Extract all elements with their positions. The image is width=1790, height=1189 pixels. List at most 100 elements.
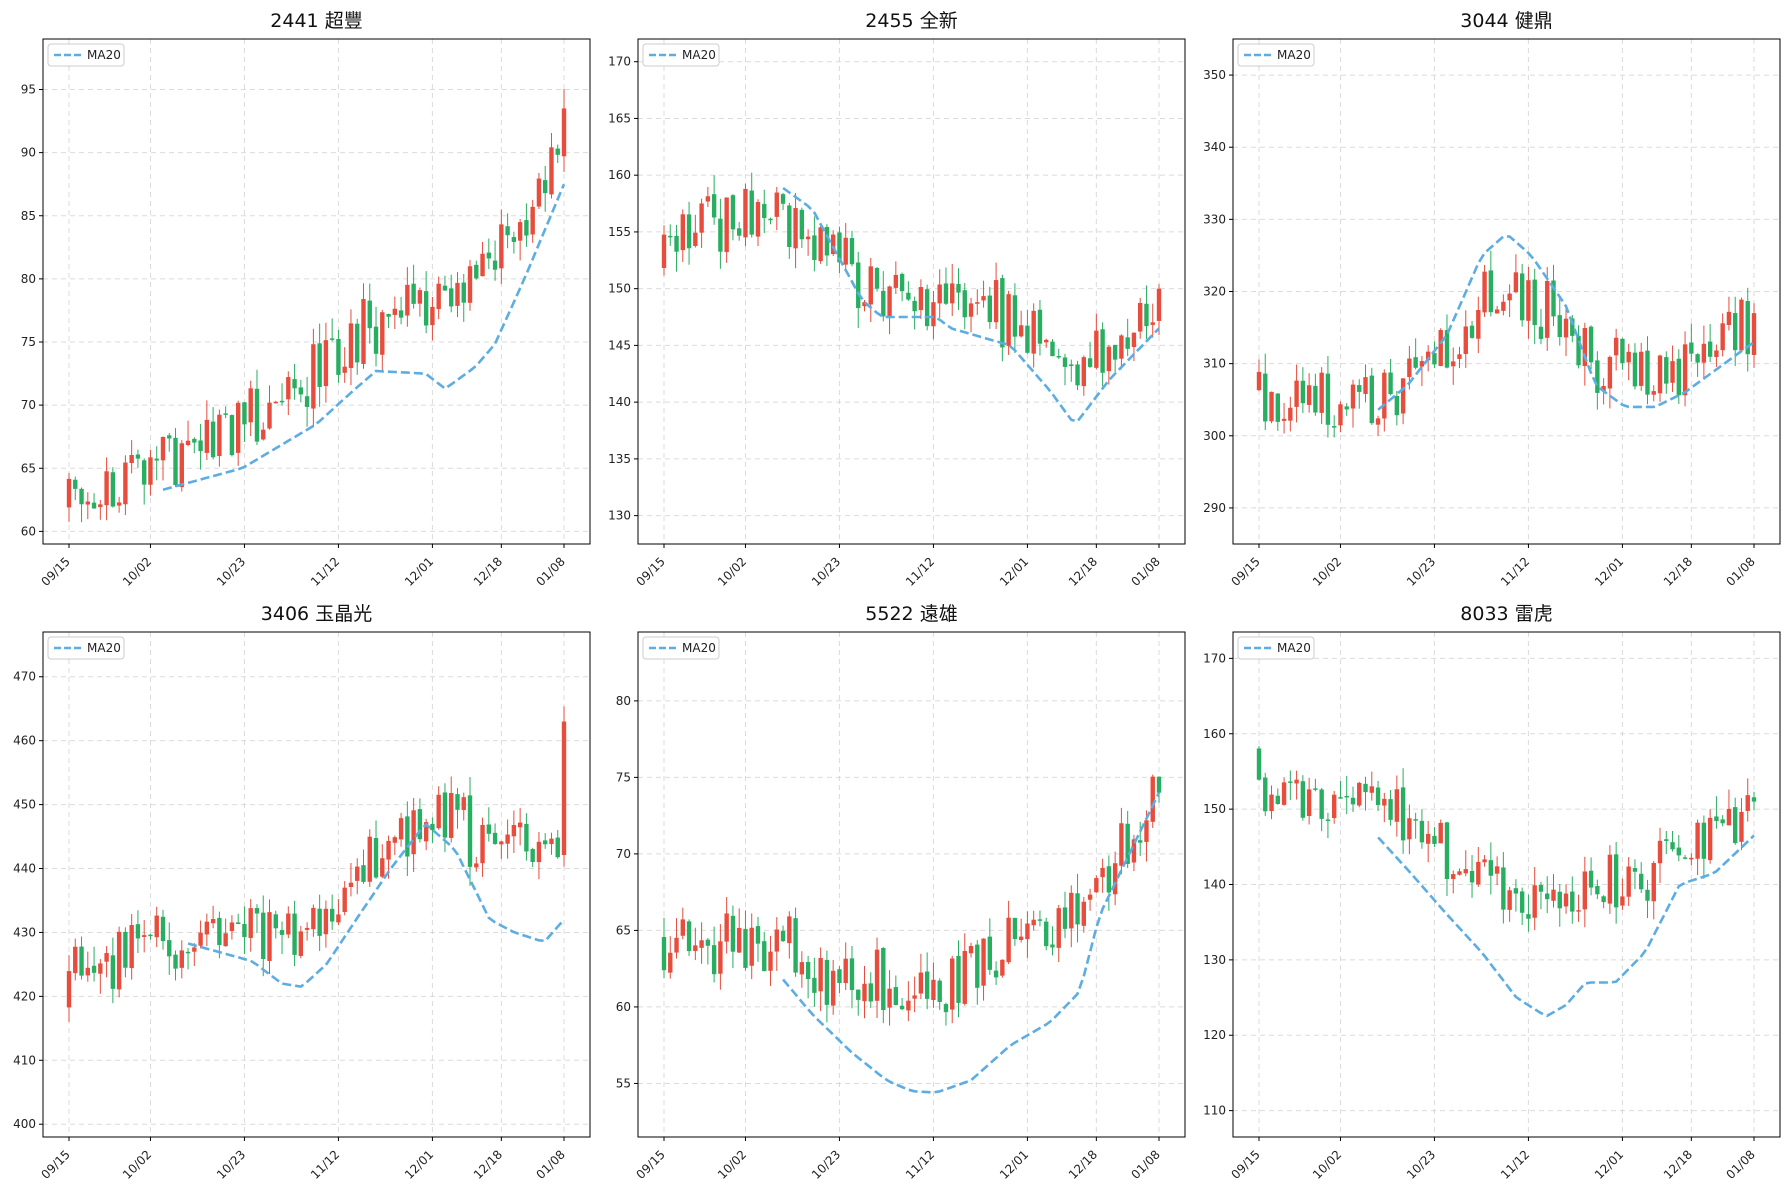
y-tick-label: 410 <box>13 1053 36 1067</box>
y-tick-label: 350 <box>1203 68 1226 82</box>
candle-body <box>461 282 466 303</box>
candle-body <box>1532 885 1537 918</box>
candle-body <box>536 841 542 863</box>
candle-body <box>1025 923 1030 940</box>
candle-body <box>1714 816 1719 821</box>
candle-body <box>987 936 993 970</box>
candle-body <box>937 284 942 304</box>
candle-body <box>1156 288 1162 321</box>
candle-body <box>1689 342 1694 354</box>
candle-body <box>167 940 172 957</box>
candle-body <box>530 849 535 862</box>
candle-body <box>386 313 391 317</box>
candle-body <box>1595 360 1600 393</box>
candle-body <box>110 955 116 989</box>
x-tick-label: 09/15 <box>1229 554 1263 588</box>
plot-frame <box>637 631 1186 1138</box>
candle-body <box>129 455 134 463</box>
candle-body <box>1375 418 1381 425</box>
plot-frame <box>637 38 1186 545</box>
candle-body <box>1012 917 1018 940</box>
candle-body <box>824 959 830 1005</box>
candle-body <box>1256 371 1262 391</box>
candle-body <box>1733 313 1738 351</box>
candle-body <box>317 343 322 387</box>
candle-body <box>1432 835 1437 844</box>
candle-body <box>1538 884 1544 892</box>
candle-body <box>924 971 930 999</box>
candle-body <box>461 797 466 811</box>
y-tick-label: 90 <box>21 146 36 160</box>
candle-body <box>1601 896 1606 903</box>
candle-body <box>185 951 191 954</box>
x-tick-label: 10/23 <box>1404 554 1438 588</box>
candle-body <box>423 822 429 842</box>
candle-body <box>1689 857 1694 860</box>
candle-body <box>730 915 736 952</box>
candle-body <box>1526 914 1531 919</box>
candle-body <box>1388 799 1393 820</box>
candle-body <box>1494 309 1500 314</box>
candle-body <box>455 282 460 306</box>
candle-body <box>1331 794 1337 819</box>
x-tick-label: 12/18 <box>471 554 505 588</box>
y-tick-label: 420 <box>13 989 36 1003</box>
candle-body <box>724 913 729 942</box>
candle-body <box>1037 309 1043 344</box>
candle-body <box>736 228 742 236</box>
legend-label: MA20 <box>682 641 716 655</box>
candle-body <box>1325 373 1331 425</box>
candle-body <box>1138 302 1143 332</box>
candle-body <box>899 1005 905 1010</box>
candle-body <box>912 300 917 312</box>
candle-body <box>1676 847 1682 856</box>
candle-body <box>1588 326 1594 363</box>
candle-body <box>1319 372 1324 413</box>
x-tick-label: 09/15 <box>39 1147 73 1181</box>
candle-body <box>680 214 685 251</box>
candle-body <box>768 218 773 221</box>
candle-body <box>1306 789 1312 816</box>
candle-body <box>73 946 78 974</box>
candle-body <box>1501 867 1506 910</box>
candle-body <box>1125 823 1130 864</box>
candle-body <box>123 931 128 968</box>
candle-body <box>110 472 116 507</box>
candle-body <box>1000 278 1005 348</box>
candle-body <box>912 995 917 999</box>
candle-body <box>430 306 435 326</box>
candle-body <box>1056 908 1061 948</box>
candle-body <box>780 194 786 204</box>
candle-body <box>1050 944 1055 948</box>
y-tick-label: 110 <box>1203 1104 1226 1118</box>
candle-body <box>1463 869 1468 874</box>
x-tick-label: 10/02 <box>1310 554 1344 588</box>
x-tick-label: 10/23 <box>1404 1147 1438 1181</box>
candle-body <box>956 956 961 1003</box>
candle-body <box>411 810 416 855</box>
candle-body <box>1701 343 1707 363</box>
candle-body <box>1425 833 1431 844</box>
legend: MA20 <box>642 43 720 67</box>
y-tick-label: 470 <box>13 670 36 684</box>
candle-body <box>348 882 354 888</box>
candle-body <box>1112 863 1118 895</box>
x-tick-label: 01/08 <box>534 1147 568 1181</box>
ma20-line <box>1377 834 1755 1018</box>
candle-body <box>1645 889 1650 901</box>
legend: MA20 <box>1237 43 1315 67</box>
x-tick-label: 11/12 <box>308 1147 342 1181</box>
y-tick-label: 80 <box>616 694 631 708</box>
x-tick-label: 11/12 <box>903 1147 937 1181</box>
candle-body <box>1413 357 1418 368</box>
y-tick-label: 150 <box>1203 802 1226 816</box>
candle-body <box>1651 391 1656 395</box>
ma20-line <box>187 822 565 988</box>
candle-body <box>1557 315 1562 338</box>
legend: MA20 <box>1237 636 1315 660</box>
candle-body <box>116 931 122 990</box>
candle-body <box>292 913 297 955</box>
candle-body <box>1444 330 1450 368</box>
candle-body <box>881 948 886 1010</box>
